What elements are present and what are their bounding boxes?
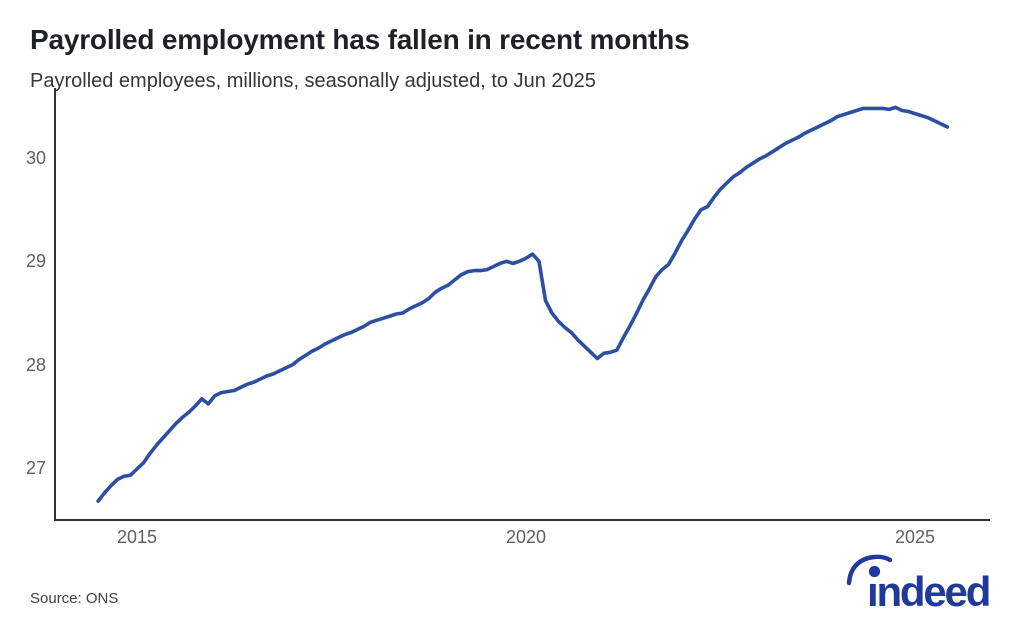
y-axis-tick-label: 30 [25,148,46,168]
payrolled-employees-line [96,105,950,503]
y-axis-tick-label: 27 [25,458,46,478]
logo-arc-icon [846,554,893,586]
chart-axes [54,88,990,521]
x-axis-tick-label: 2020 [505,527,547,547]
page-title: Payrolled employment has fallen in recen… [30,23,690,55]
x-axis-tick-label: 2025 [894,527,936,547]
y-axis-tick-label: 28 [25,354,46,375]
source-note: Source: ONS [30,590,119,607]
logo-wordmark: ındeed [867,568,989,615]
chart-subtitle: Payrolled employees, millions, seasonall… [30,70,596,92]
logo-dot-icon [868,565,881,578]
indeed-logo: ındeed [846,554,991,615]
y-axis-tick-label: 29 [25,251,46,272]
x-axis-tick-label: 2015 [116,527,158,547]
